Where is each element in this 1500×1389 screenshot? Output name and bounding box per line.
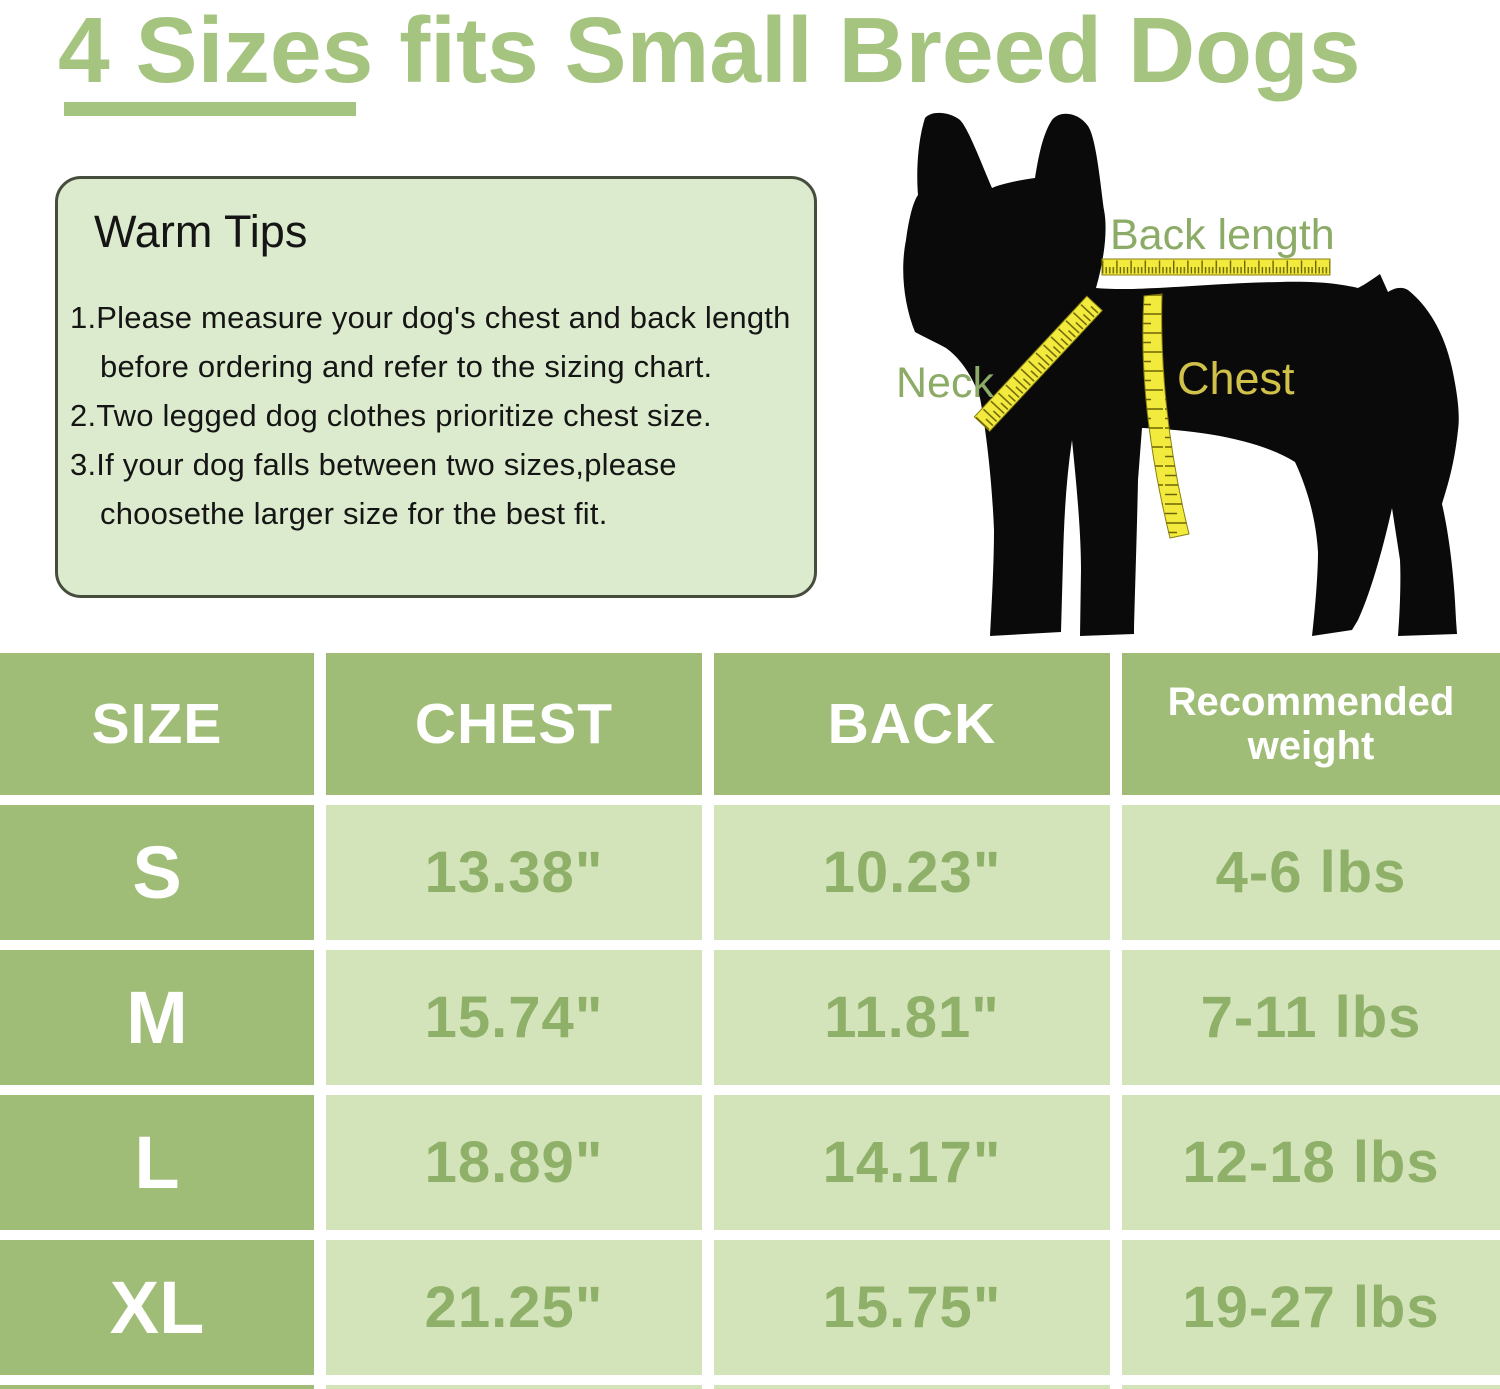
row-xl-weight-cell: 19-27 lbs [1122,1240,1500,1375]
title-underline [64,102,356,116]
row-m-back-cell: 11.81" [714,950,1110,1085]
page-title: 4 Sizes fits Small Breed Dogs [58,0,1361,102]
partial-row-weight-cell [1122,1385,1500,1389]
chest-label: Chest [1177,353,1295,404]
table-header-size: SIZE [0,653,314,795]
partial-row-chest-cell [326,1385,702,1389]
dog-measurement-diagram: Back length Neck Chest [880,100,1500,660]
row-m-chest-cell: 15.74" [326,950,702,1085]
tip-line-5: choosethe larger size for the best fit. [100,496,608,531]
dog-silhouette-graphic [903,112,1459,636]
back-length-ruler-icon [1101,258,1331,276]
partial-row-back-cell [714,1385,1110,1389]
table-header-back: BACK [714,653,1110,795]
warm-tips-list: 1.Please measure your dog's chest and ba… [70,293,814,538]
tip-line-2: before ordering and refer to the sizing … [100,349,713,384]
row-l-chest-cell: 18.89" [326,1095,702,1230]
row-s-weight-cell: 4-6 lbs [1122,805,1500,940]
table-header-weight-line2: weight [1247,724,1375,768]
row-s-size-cell: S [0,805,314,940]
size-table: SIZE CHEST BACK Recommended weight S 13.… [0,653,1500,1389]
neck-label: Neck [896,359,994,407]
warm-tips-box: Warm Tips 1.Please measure your dog's ch… [55,176,817,598]
row-l-size-cell: L [0,1095,314,1230]
row-m-size-cell: M [0,950,314,1085]
row-m-weight-cell: 7-11 lbs [1122,950,1500,1085]
warm-tips-heading: Warm Tips [94,206,308,257]
table-header-weight: Recommended weight [1122,653,1500,795]
row-l-back-cell: 14.17" [714,1095,1110,1230]
chest-tape-icon [1142,293,1190,539]
tip-line-3: 2.Two legged dog clothes prioritize ches… [70,398,712,433]
partial-row-size-cell [0,1385,314,1389]
row-s-back-cell: 10.23" [714,805,1110,940]
back-length-label: Back length [1110,211,1335,259]
tip-line-4: 3.If your dog falls between two sizes,pl… [70,447,677,482]
tip-line-1: 1.Please measure your dog's chest and ba… [70,300,791,335]
row-s-chest-cell: 13.38" [326,805,702,940]
table-header-weight-line1: Recommended [1167,680,1455,724]
table-header-chest: CHEST [326,653,702,795]
neck-tape-icon [973,295,1103,432]
row-xl-chest-cell: 21.25" [326,1240,702,1375]
row-xl-back-cell: 15.75" [714,1240,1110,1375]
row-xl-size-cell: XL [0,1240,314,1375]
row-l-weight-cell: 12-18 lbs [1122,1095,1500,1230]
dog-silhouette [903,112,1459,636]
